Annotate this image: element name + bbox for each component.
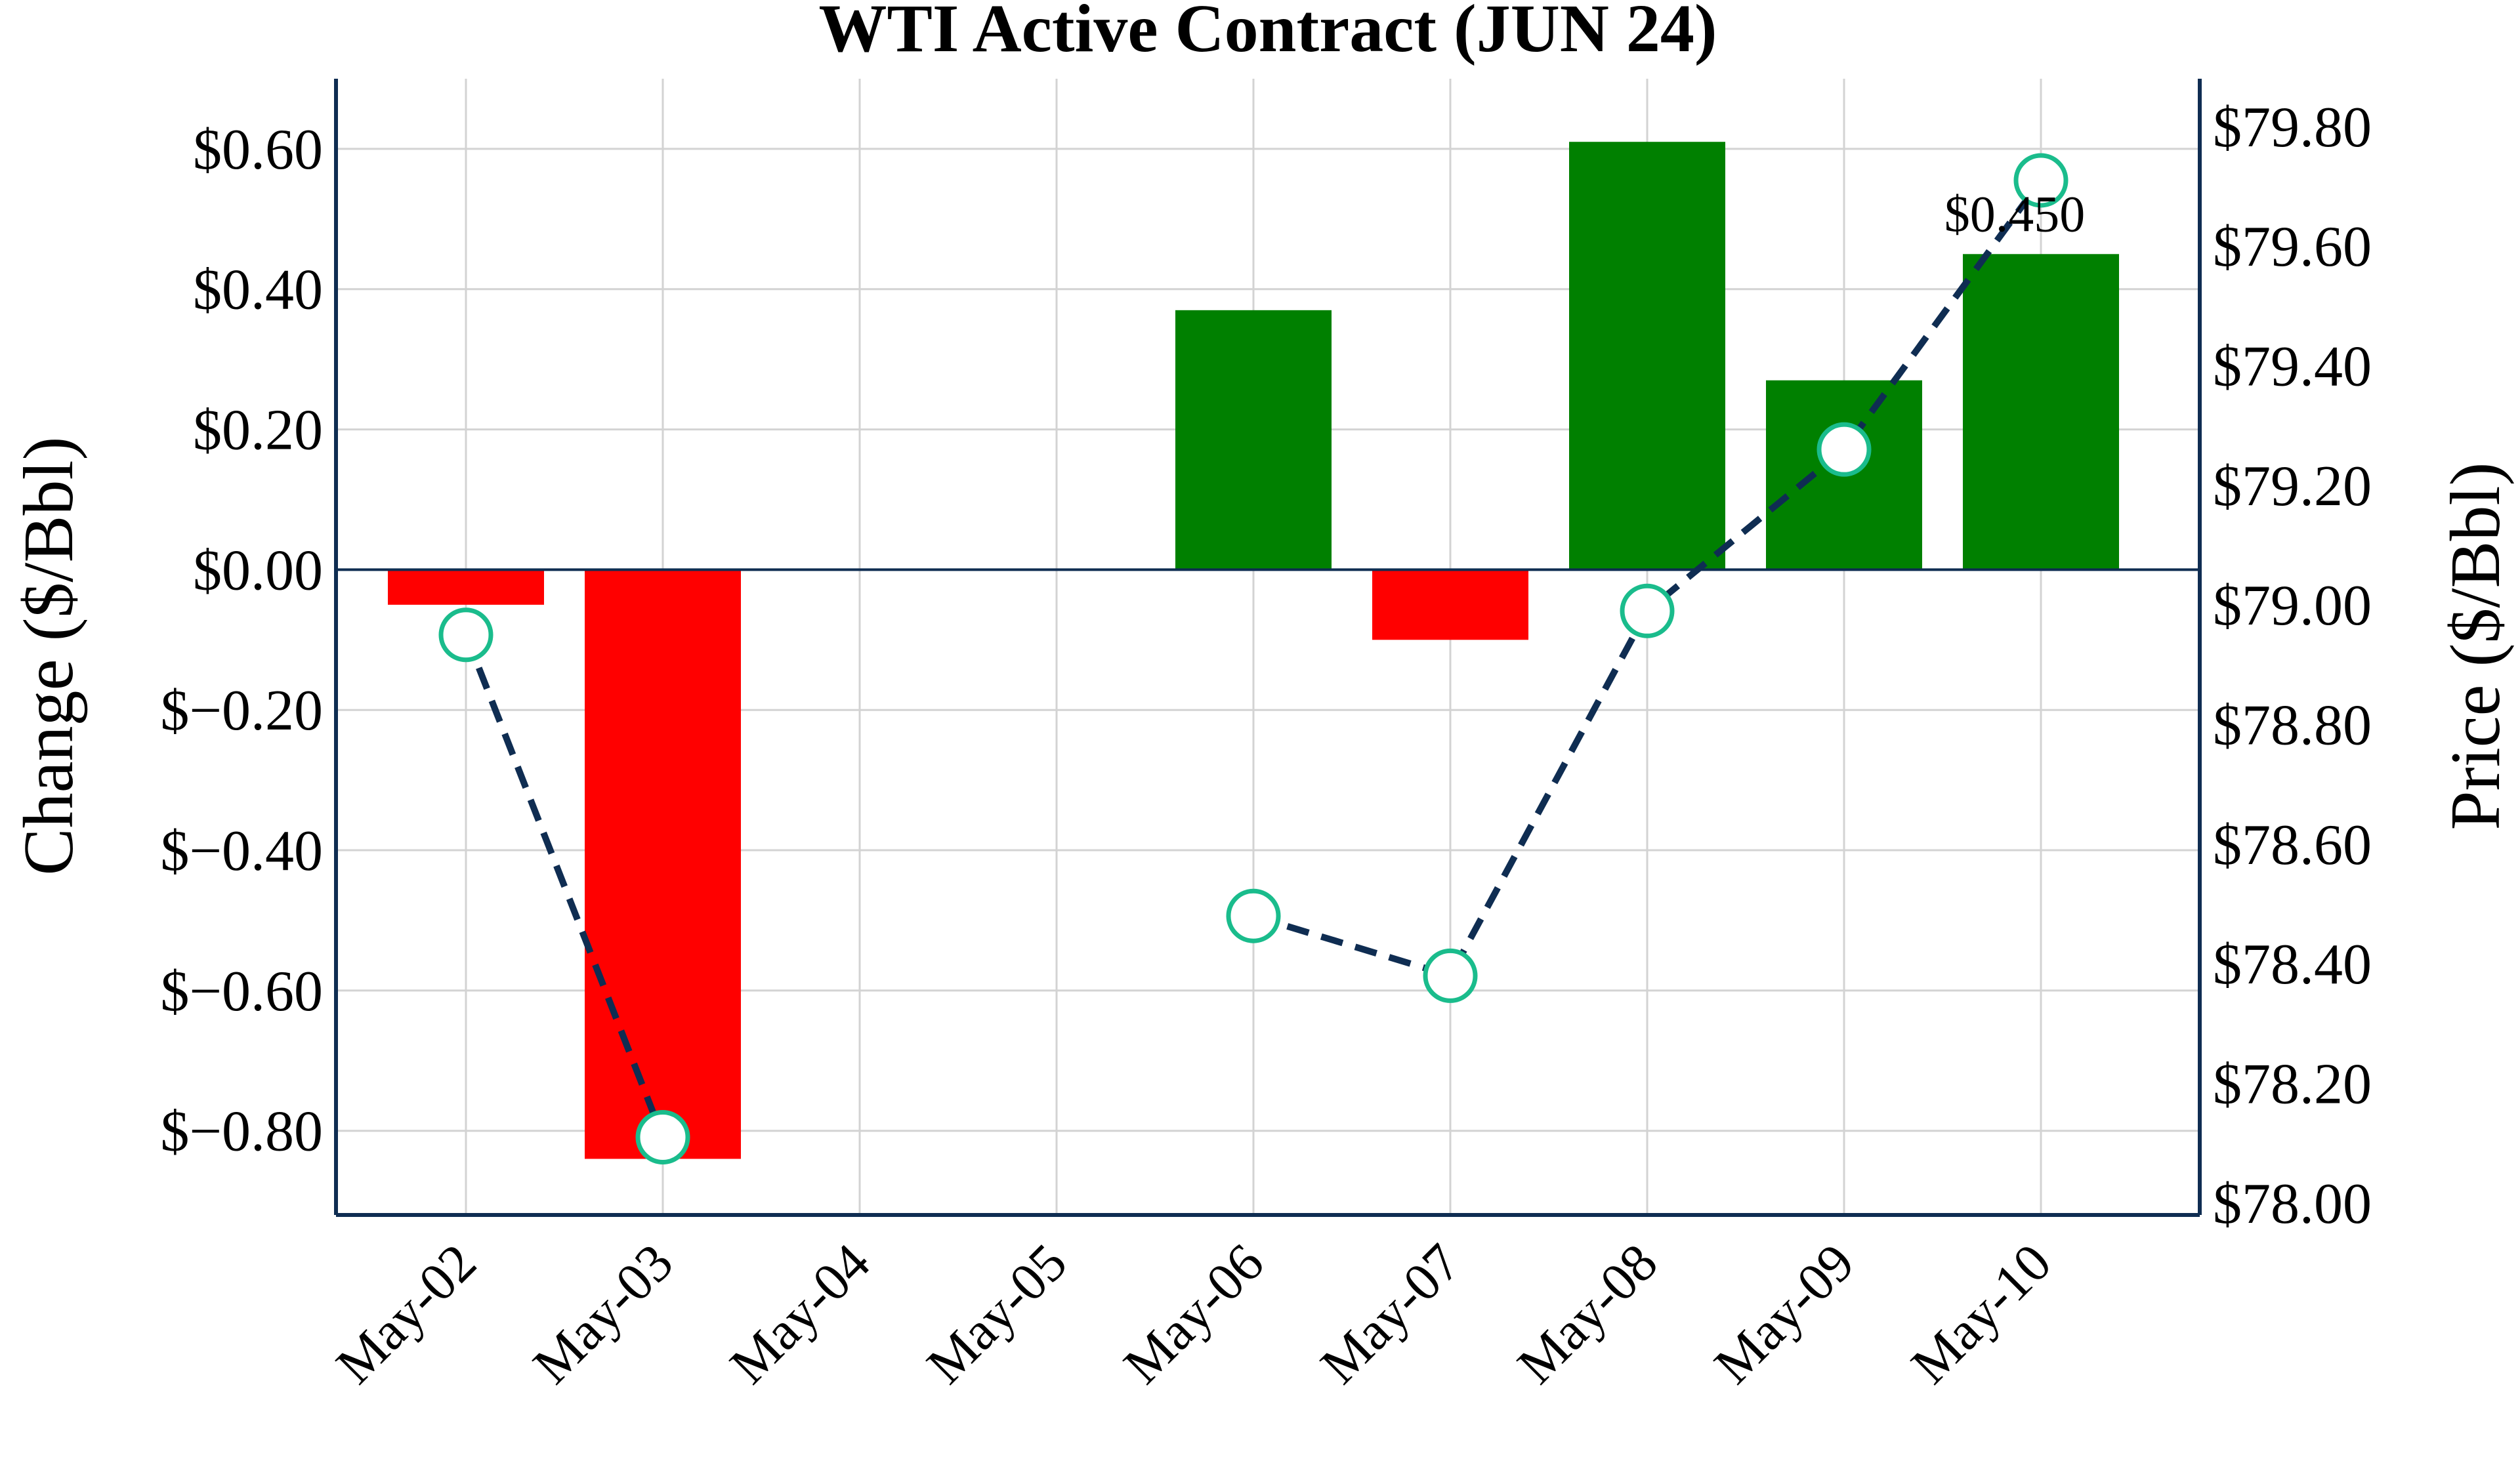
y-left-tick-label: $0.20 xyxy=(193,399,323,462)
y-left-tick-label: $−0.80 xyxy=(160,1100,323,1164)
bar-value-annotation: $0.450 xyxy=(1944,185,2086,242)
y-left-tick-label: $−0.60 xyxy=(160,960,323,1023)
y-right-tick-label: $78.00 xyxy=(2213,1172,2372,1236)
change-bar xyxy=(1569,142,1725,570)
price-marker xyxy=(438,607,494,663)
change-bar xyxy=(1175,310,1332,570)
y-right-tick-label: $79.40 xyxy=(2213,335,2372,399)
bar-layer xyxy=(388,142,2119,1159)
y-left-tick-label: $0.60 xyxy=(193,118,323,182)
y-left-tick-label: $−0.20 xyxy=(160,679,323,743)
x-tick-label: May-07 xyxy=(1309,1232,1472,1395)
x-tick-label: May-08 xyxy=(1506,1232,1669,1395)
y-right-tick-label: $78.40 xyxy=(2213,933,2372,997)
y-right-tick-label: $79.80 xyxy=(2213,96,2372,159)
axis-layer xyxy=(334,79,2202,1217)
change-bar xyxy=(388,569,544,605)
price-marker xyxy=(1226,888,1281,943)
x-tick-label: May-06 xyxy=(1112,1232,1275,1395)
y-left-tick-label: $−0.40 xyxy=(160,819,323,883)
y-left-tick-label: $0.00 xyxy=(193,539,323,602)
change-bar xyxy=(1372,569,1528,640)
chart-title: WTI Active Contract (JUN 24) xyxy=(818,0,1717,66)
y-right-tick-label: $79.00 xyxy=(2213,574,2372,638)
y-axis-left-label: Change ($/Bbl) xyxy=(10,437,88,876)
y-right-tick-label: $78.60 xyxy=(2213,813,2372,877)
price-marker xyxy=(635,1109,690,1164)
y-right-tick-label: $79.60 xyxy=(2213,215,2372,279)
price-marker xyxy=(1620,583,1675,638)
x-tick-label: May-10 xyxy=(1900,1232,2063,1395)
change-bar xyxy=(1963,254,2119,570)
x-tick-label: May-02 xyxy=(325,1232,488,1395)
price-line xyxy=(463,633,666,1139)
x-tick-label: May-03 xyxy=(522,1232,684,1395)
change-bar xyxy=(585,569,741,1159)
y-right-tick-label: $78.80 xyxy=(2213,694,2372,758)
x-tick-label: May-09 xyxy=(1703,1232,1866,1395)
x-tick-label: May-04 xyxy=(719,1232,881,1395)
line-layer xyxy=(438,153,2068,1164)
price-marker xyxy=(1423,948,1478,1003)
y-right-tick-label: $79.20 xyxy=(2213,455,2372,518)
y-right-tick-label: $78.20 xyxy=(2213,1052,2372,1116)
x-tick-label: May-05 xyxy=(915,1232,1078,1395)
y-axis-right-label: Price ($/Bbl) xyxy=(2437,462,2515,831)
price-marker xyxy=(2013,153,2068,208)
price-marker xyxy=(1816,422,1872,477)
text-layer: WTI Active Contract (JUN 24) Change ($/B… xyxy=(10,0,2515,1395)
y-left-tick-label: $0.40 xyxy=(193,258,323,322)
